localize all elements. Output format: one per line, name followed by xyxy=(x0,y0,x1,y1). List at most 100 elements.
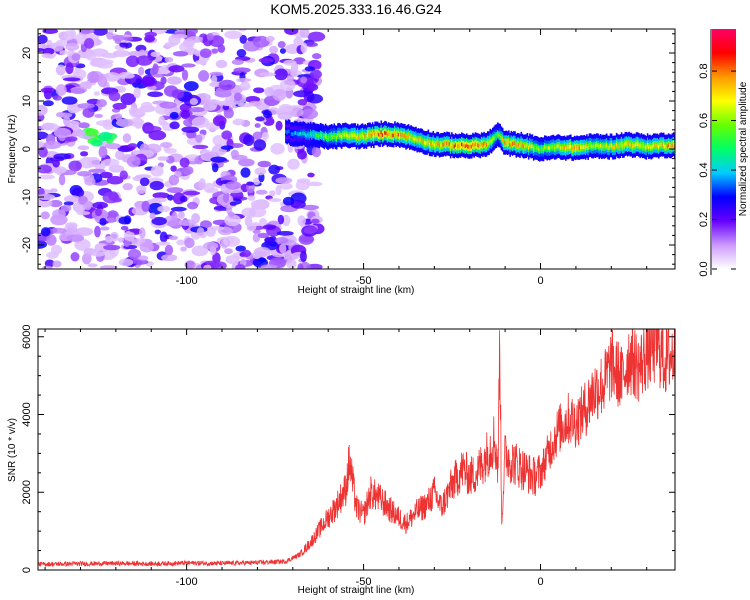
heatmap-ridge-cell xyxy=(618,144,620,149)
heatmap-noise-cell xyxy=(182,165,194,175)
heatmap-noise-cell xyxy=(233,92,242,102)
heatmap-ridge-cell xyxy=(462,143,464,147)
heatmap-noise-cell xyxy=(160,76,167,85)
heatmap-noise-cell xyxy=(253,246,271,258)
spectrogram-x-ticks: -100 -50 0 xyxy=(44,29,648,287)
heatmap-noise-cell xyxy=(150,165,164,177)
heatmap-ridge-cell xyxy=(536,146,539,151)
heatmap-ridge-cell xyxy=(411,136,414,141)
heatmap-ridge-cell xyxy=(593,143,596,148)
heatmap-noise-cell xyxy=(74,238,91,251)
heatmap-ridge-cell xyxy=(587,146,589,150)
heatmap-ridge-cell xyxy=(617,144,619,148)
x-tick-label: 0 xyxy=(537,275,543,287)
heatmap-noise-cell xyxy=(137,66,145,76)
heatmap-ridge-cell xyxy=(384,130,386,135)
heatmap-ridge-cell xyxy=(453,144,456,149)
heatmap-ridge-cell xyxy=(321,133,323,138)
heatmap-ridge-cell xyxy=(546,146,549,151)
heatmap-ridge-cell xyxy=(456,144,458,148)
heatmap-noise-cell xyxy=(275,185,282,196)
heatmap-ridge-cell xyxy=(303,131,306,136)
heatmap-noise-cell xyxy=(129,228,142,233)
heatmap-ridge-cell xyxy=(379,133,381,138)
heatmap-ridge-cell xyxy=(660,142,663,147)
heatmap-ridge-cell xyxy=(672,142,675,147)
heatmap-noise-cell xyxy=(38,164,52,174)
snr-plot-area xyxy=(38,329,675,570)
heatmap-ridge-cell xyxy=(519,144,521,148)
heatmap-ridge-cell xyxy=(474,142,477,146)
heatmap-noise-cell xyxy=(284,29,299,36)
colorbar-gradient xyxy=(712,29,736,269)
heatmap-ridge-cell xyxy=(478,143,480,148)
heatmap-noise-cell xyxy=(253,139,267,151)
heatmap-noise-cell xyxy=(115,149,125,161)
heatmap-ridge-cell xyxy=(588,143,591,148)
heatmap-ridge-cell xyxy=(385,131,388,136)
heatmap-ridge-cell xyxy=(418,138,421,143)
heatmap-ridge-cell xyxy=(312,132,314,136)
heatmap-ridge-cell xyxy=(619,144,622,148)
heatmap-noise-cell xyxy=(65,62,74,75)
heatmap-noise-cell xyxy=(191,245,209,257)
heatmap-noise-cell xyxy=(236,78,252,83)
heatmap-noise-cell xyxy=(84,177,96,186)
heatmap-noise-cell xyxy=(45,234,57,246)
heatmap-noise-cell xyxy=(99,226,110,231)
heatmap-ridge-cell xyxy=(448,142,451,146)
heatmap-ridge-cell xyxy=(347,133,349,138)
heatmap-noise-cell xyxy=(104,143,121,149)
heatmap-ridge-cell xyxy=(570,144,572,149)
heatmap-noise-cell xyxy=(53,127,72,138)
heatmap-ridge-cell xyxy=(628,141,630,146)
heatmap-noise-cell xyxy=(261,131,269,141)
heatmap-ridge-cell xyxy=(451,142,453,146)
heatmap-noise-cell xyxy=(195,134,203,143)
heatmap-noise-cell xyxy=(51,166,67,174)
heatmap-ridge-cell xyxy=(375,131,378,136)
heatmap-ridge-cell xyxy=(624,142,627,146)
heatmap-noise-cell xyxy=(243,134,255,146)
heatmap-ridge-cell xyxy=(330,134,333,138)
heatmap-noise-cell xyxy=(88,168,106,173)
heatmap-ridge-cell xyxy=(483,141,485,146)
heatmap-noise-cell xyxy=(255,116,265,122)
heatmap-noise-cell xyxy=(87,156,101,168)
heatmap-noise-cell xyxy=(141,74,155,86)
heatmap-noise-cell xyxy=(246,222,257,232)
heatmap-noise-cell xyxy=(120,225,129,231)
heatmap-ridge-cell xyxy=(338,133,340,137)
heatmap-noise-cell xyxy=(76,211,91,216)
heatmap-noise-cell xyxy=(95,120,113,127)
heatmap-ridge-cell xyxy=(391,133,394,138)
heatmap-ridge-cell xyxy=(475,142,478,147)
heatmap-noise-cell xyxy=(283,59,297,66)
heatmap-noise-cell xyxy=(70,252,80,262)
heatmap-ridge-cell xyxy=(313,132,316,137)
heatmap-ridge-cell xyxy=(360,133,363,138)
heatmap-noise-cell xyxy=(161,254,178,262)
heatmap-ridge-cell xyxy=(543,145,546,150)
heatmap-noise-cell xyxy=(106,175,124,185)
heatmap-noise-cell xyxy=(71,53,81,61)
heatmap-noise-cell xyxy=(99,171,113,179)
heatmap-noise-cell xyxy=(117,237,125,243)
snr-x-axis-title: Height of straight line (km) xyxy=(298,585,415,596)
heatmap-ridge-cell xyxy=(620,142,623,147)
heatmap-noise-cell xyxy=(52,209,66,219)
heatmap-ridge-cell xyxy=(500,136,503,141)
heatmap-noise-cell xyxy=(212,115,227,127)
heatmap-noise-cell xyxy=(94,225,101,238)
heatmap-ridge-cell xyxy=(650,145,653,150)
heatmap-noise-cell xyxy=(228,211,235,217)
heatmap-noise-cell xyxy=(269,190,276,197)
heatmap-ridge-cell xyxy=(421,138,423,143)
heatmap-ridge-cell xyxy=(397,132,400,137)
heatmap-ridge-cell xyxy=(557,144,560,148)
heatmap-noise-cell xyxy=(203,264,212,269)
heatmap-noise-cell xyxy=(70,88,86,95)
heatmap-ridge-cell xyxy=(639,144,641,149)
heatmap-noise-cell xyxy=(241,249,252,258)
y-tick-label: 6000 xyxy=(21,325,33,349)
